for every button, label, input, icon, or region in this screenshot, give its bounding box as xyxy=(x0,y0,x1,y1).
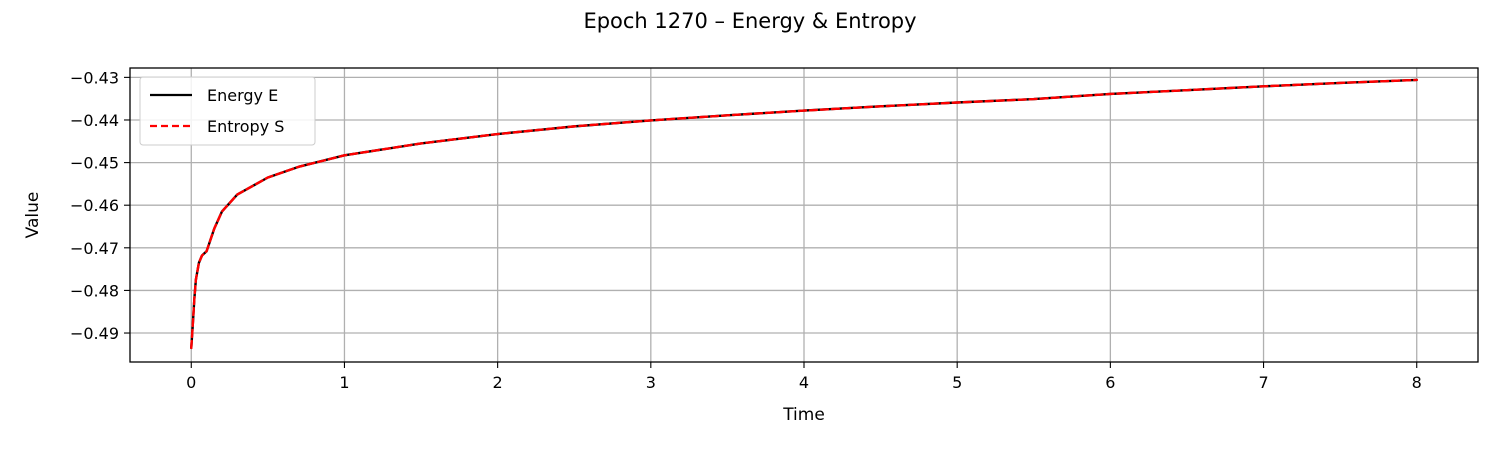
y-axis-label: Value xyxy=(23,192,43,239)
y-tick-label: −0.43 xyxy=(70,68,119,87)
x-tick-label: 6 xyxy=(1105,373,1115,392)
y-tick-label: −0.46 xyxy=(70,196,119,215)
y-tick-label: −0.47 xyxy=(70,239,119,258)
x-tick-label: 3 xyxy=(646,373,656,392)
legend-label-entropy: Entropy S xyxy=(207,117,284,136)
x-axis: 0 1 2 3 4 5 6 7 8 xyxy=(186,362,1422,392)
y-tick-label: −0.44 xyxy=(70,111,119,130)
chart-title: Epoch 1270 – Energy & Entropy xyxy=(583,9,916,33)
y-tick-label: −0.49 xyxy=(70,324,119,343)
series-lines xyxy=(190,78,1418,350)
legend-label-energy: Energy E xyxy=(207,86,278,105)
x-axis-label: Time xyxy=(782,405,825,425)
x-tick-label: 0 xyxy=(186,373,196,392)
x-tick-label: 1 xyxy=(339,373,349,392)
x-tick-label: 7 xyxy=(1258,373,1268,392)
series-line-entropy xyxy=(190,78,1418,350)
x-tick-label: 5 xyxy=(952,373,962,392)
y-tick-label: −0.48 xyxy=(70,281,119,300)
x-tick-label: 4 xyxy=(799,373,809,392)
x-tick-label: 2 xyxy=(493,373,503,392)
x-tick-label: 8 xyxy=(1412,373,1422,392)
legend: Energy E Entropy S xyxy=(139,76,316,146)
y-axis: −0.49 −0.48 −0.47 −0.46 −0.45 −0.44 −0.43 xyxy=(70,68,130,343)
y-tick-label: −0.45 xyxy=(70,154,119,173)
grid xyxy=(130,68,1478,362)
